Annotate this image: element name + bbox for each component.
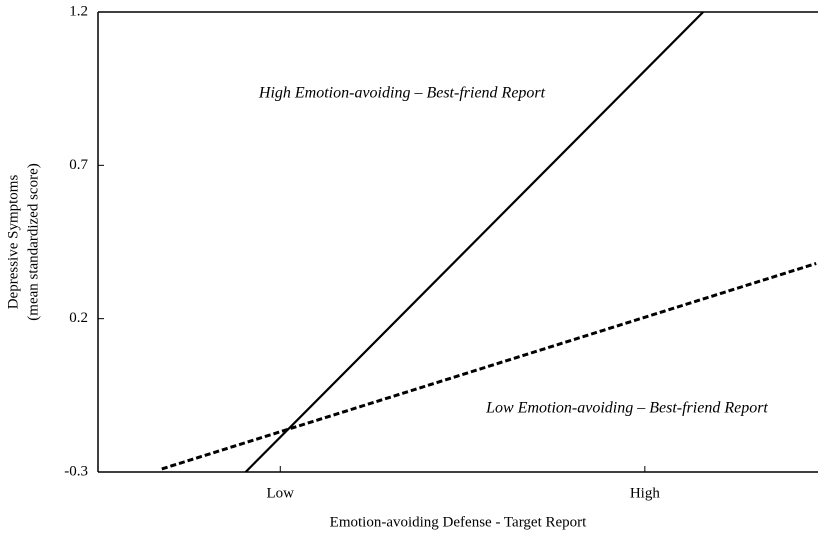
x-axis-label: Emotion-avoiding Defense - Target Report — [330, 514, 587, 530]
x-tick-label: Low — [267, 485, 295, 501]
y-tick-label: 0.2 — [69, 310, 88, 326]
line — [161, 262, 817, 471]
annotation: Low Emotion-avoiding – Best-friend Repor… — [485, 400, 768, 417]
x-tick-label: High — [630, 485, 661, 501]
line — [244, 12, 704, 472]
y-axis-label: Depressive Symptoms — [5, 175, 21, 310]
y-tick-label: 1.2 — [69, 3, 88, 19]
y-axis-label: (mean standardized score) — [25, 163, 41, 320]
y-tick-label: 0.7 — [69, 157, 88, 173]
annotation: High Emotion-avoiding – Best-friend Repo… — [258, 85, 546, 102]
y-tick-label: -0.3 — [64, 463, 88, 479]
